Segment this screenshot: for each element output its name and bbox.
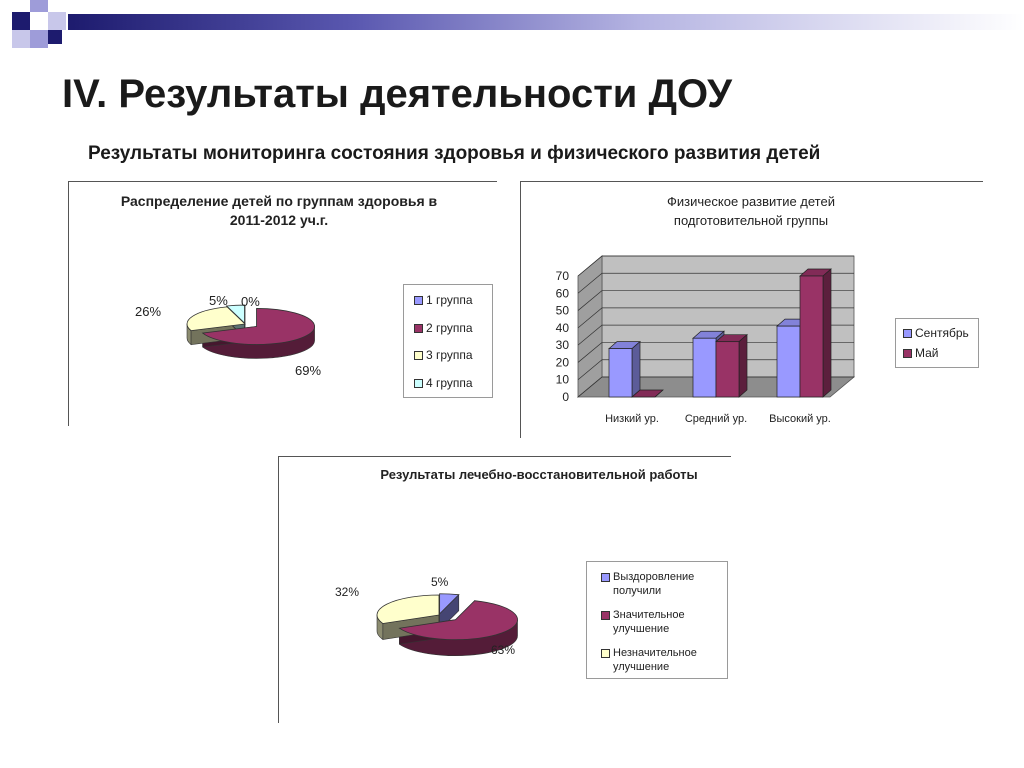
legend-item: 4 группа [414, 376, 473, 390]
bar-side [631, 340, 641, 398]
bar-front [692, 337, 717, 398]
legend-label: Выздоровление получили [613, 571, 695, 597]
legend-swatch [414, 351, 423, 360]
pie-chart-svg [376, 593, 518, 656]
physical-development-chart: Физическое развитие детей подготовительн… [520, 181, 983, 438]
y-tick-label: 20 [556, 355, 570, 369]
decor-square [48, 12, 66, 30]
legend-swatch [903, 349, 912, 358]
bar-side [822, 268, 832, 398]
chart-side-wall [577, 255, 603, 398]
legend-item: 2 группа [414, 321, 473, 335]
legend-label: 1 группа [426, 293, 473, 307]
decor-square [30, 30, 48, 48]
grid-line [577, 255, 854, 277]
chart-title: Результаты лечебно-восстановительной раб… [380, 467, 698, 482]
header-bar [68, 14, 1024, 30]
grid-line [577, 324, 854, 346]
grid-line [577, 359, 854, 380]
legend-item: Сентябрь [903, 326, 969, 340]
bar-side [654, 389, 664, 398]
legend-swatch [414, 324, 423, 333]
x-tick-label: Высокий ур. [769, 413, 831, 425]
legend-item: Май [903, 346, 939, 360]
x-tick-label: Низкий ур. [605, 413, 659, 425]
legend-item: 1 группа [414, 293, 473, 307]
data-label-pct: 0% [241, 294, 260, 309]
y-tick-label: 0 [562, 390, 569, 404]
y-tick-label: 10 [556, 373, 570, 387]
y-tick-label: 60 [556, 286, 570, 300]
bar-chart-svg: 0 10 20 30 40 50 60 70 Низкий ур. Средний ур. Высо… [556, 255, 856, 425]
legend-label: 4 группа [426, 376, 473, 390]
bar-front [776, 325, 801, 398]
grid-line [577, 290, 854, 311]
data-label-pct: 63% [491, 643, 516, 657]
pie-slice-top [376, 594, 440, 624]
decor-square [12, 30, 30, 48]
slide-title: IV. Результаты деятельности ДОУ [62, 72, 732, 116]
legend-item: Значительное улучшение [601, 608, 703, 636]
data-label-pct: 69% [295, 363, 322, 378]
chart-legend: 1 группа 2 группа 3 группа 4 группа [403, 284, 493, 398]
legend-swatch [601, 611, 610, 620]
chart-legend: Выздоровление получили Значительное улуч… [586, 561, 728, 679]
chart-title: Распределение детей по группам здоровья … [120, 193, 438, 228]
health-groups-chart: Распределение детей по группам здоровья … [68, 181, 497, 426]
pie-slice-top [439, 593, 460, 615]
legend-label: Май [915, 346, 939, 360]
legend-swatch [601, 573, 610, 582]
pie-slice-top [186, 306, 246, 332]
bar-front [715, 341, 740, 398]
legend-label: 3 группа [426, 348, 473, 362]
chart-title: Физическое развитие детей подготовительн… [667, 194, 835, 228]
legend-swatch [903, 329, 912, 338]
pie-slice-top [225, 304, 245, 325]
data-label-pct: 5% [209, 293, 228, 308]
pie-slice-top [201, 308, 315, 345]
legend-swatch [601, 649, 610, 658]
slide-subtitle: Результаты мониторинга состояния здоровь… [88, 143, 821, 164]
grid-line [577, 272, 854, 294]
y-tick-label: 50 [556, 304, 570, 318]
grid-line [577, 376, 854, 398]
data-label-pct: 5% [431, 575, 449, 589]
legend-label: 2 группа [426, 321, 473, 335]
y-tick-label: 40 [556, 321, 570, 335]
legend-label: Незначительное улучшение [613, 647, 697, 673]
decor-squares [0, 0, 80, 62]
legend-swatch [414, 379, 423, 388]
y-tick-label: 70 [556, 269, 570, 283]
decor-square [48, 30, 62, 44]
bar-front [799, 275, 824, 398]
grid-line [577, 342, 854, 363]
y-tick-label: 30 [556, 338, 570, 352]
legend-label: Сентябрь [915, 326, 969, 340]
legend-item: 3 группа [414, 348, 473, 362]
grid-line [577, 307, 854, 329]
decor-square [12, 12, 30, 30]
treatment-results-chart: Результаты лечебно-восстановительной раб… [278, 456, 731, 723]
decor-square [30, 0, 48, 12]
bar-side [738, 333, 748, 398]
legend-item: Незначительное улучшение [601, 646, 713, 674]
bar-front [608, 348, 633, 398]
pie-slice-top [398, 600, 518, 641]
x-tick-label: Средний ур. [685, 413, 747, 425]
legend-label: Значительное улучшение [613, 609, 685, 635]
data-label-pct: 32% [335, 585, 360, 599]
legend-item: Выздоровление получили [601, 570, 711, 598]
chart-legend: Сентябрь Май [895, 318, 979, 368]
pie-chart-svg [186, 304, 315, 359]
legend-swatch [414, 296, 423, 305]
data-label-pct: 26% [135, 304, 162, 319]
